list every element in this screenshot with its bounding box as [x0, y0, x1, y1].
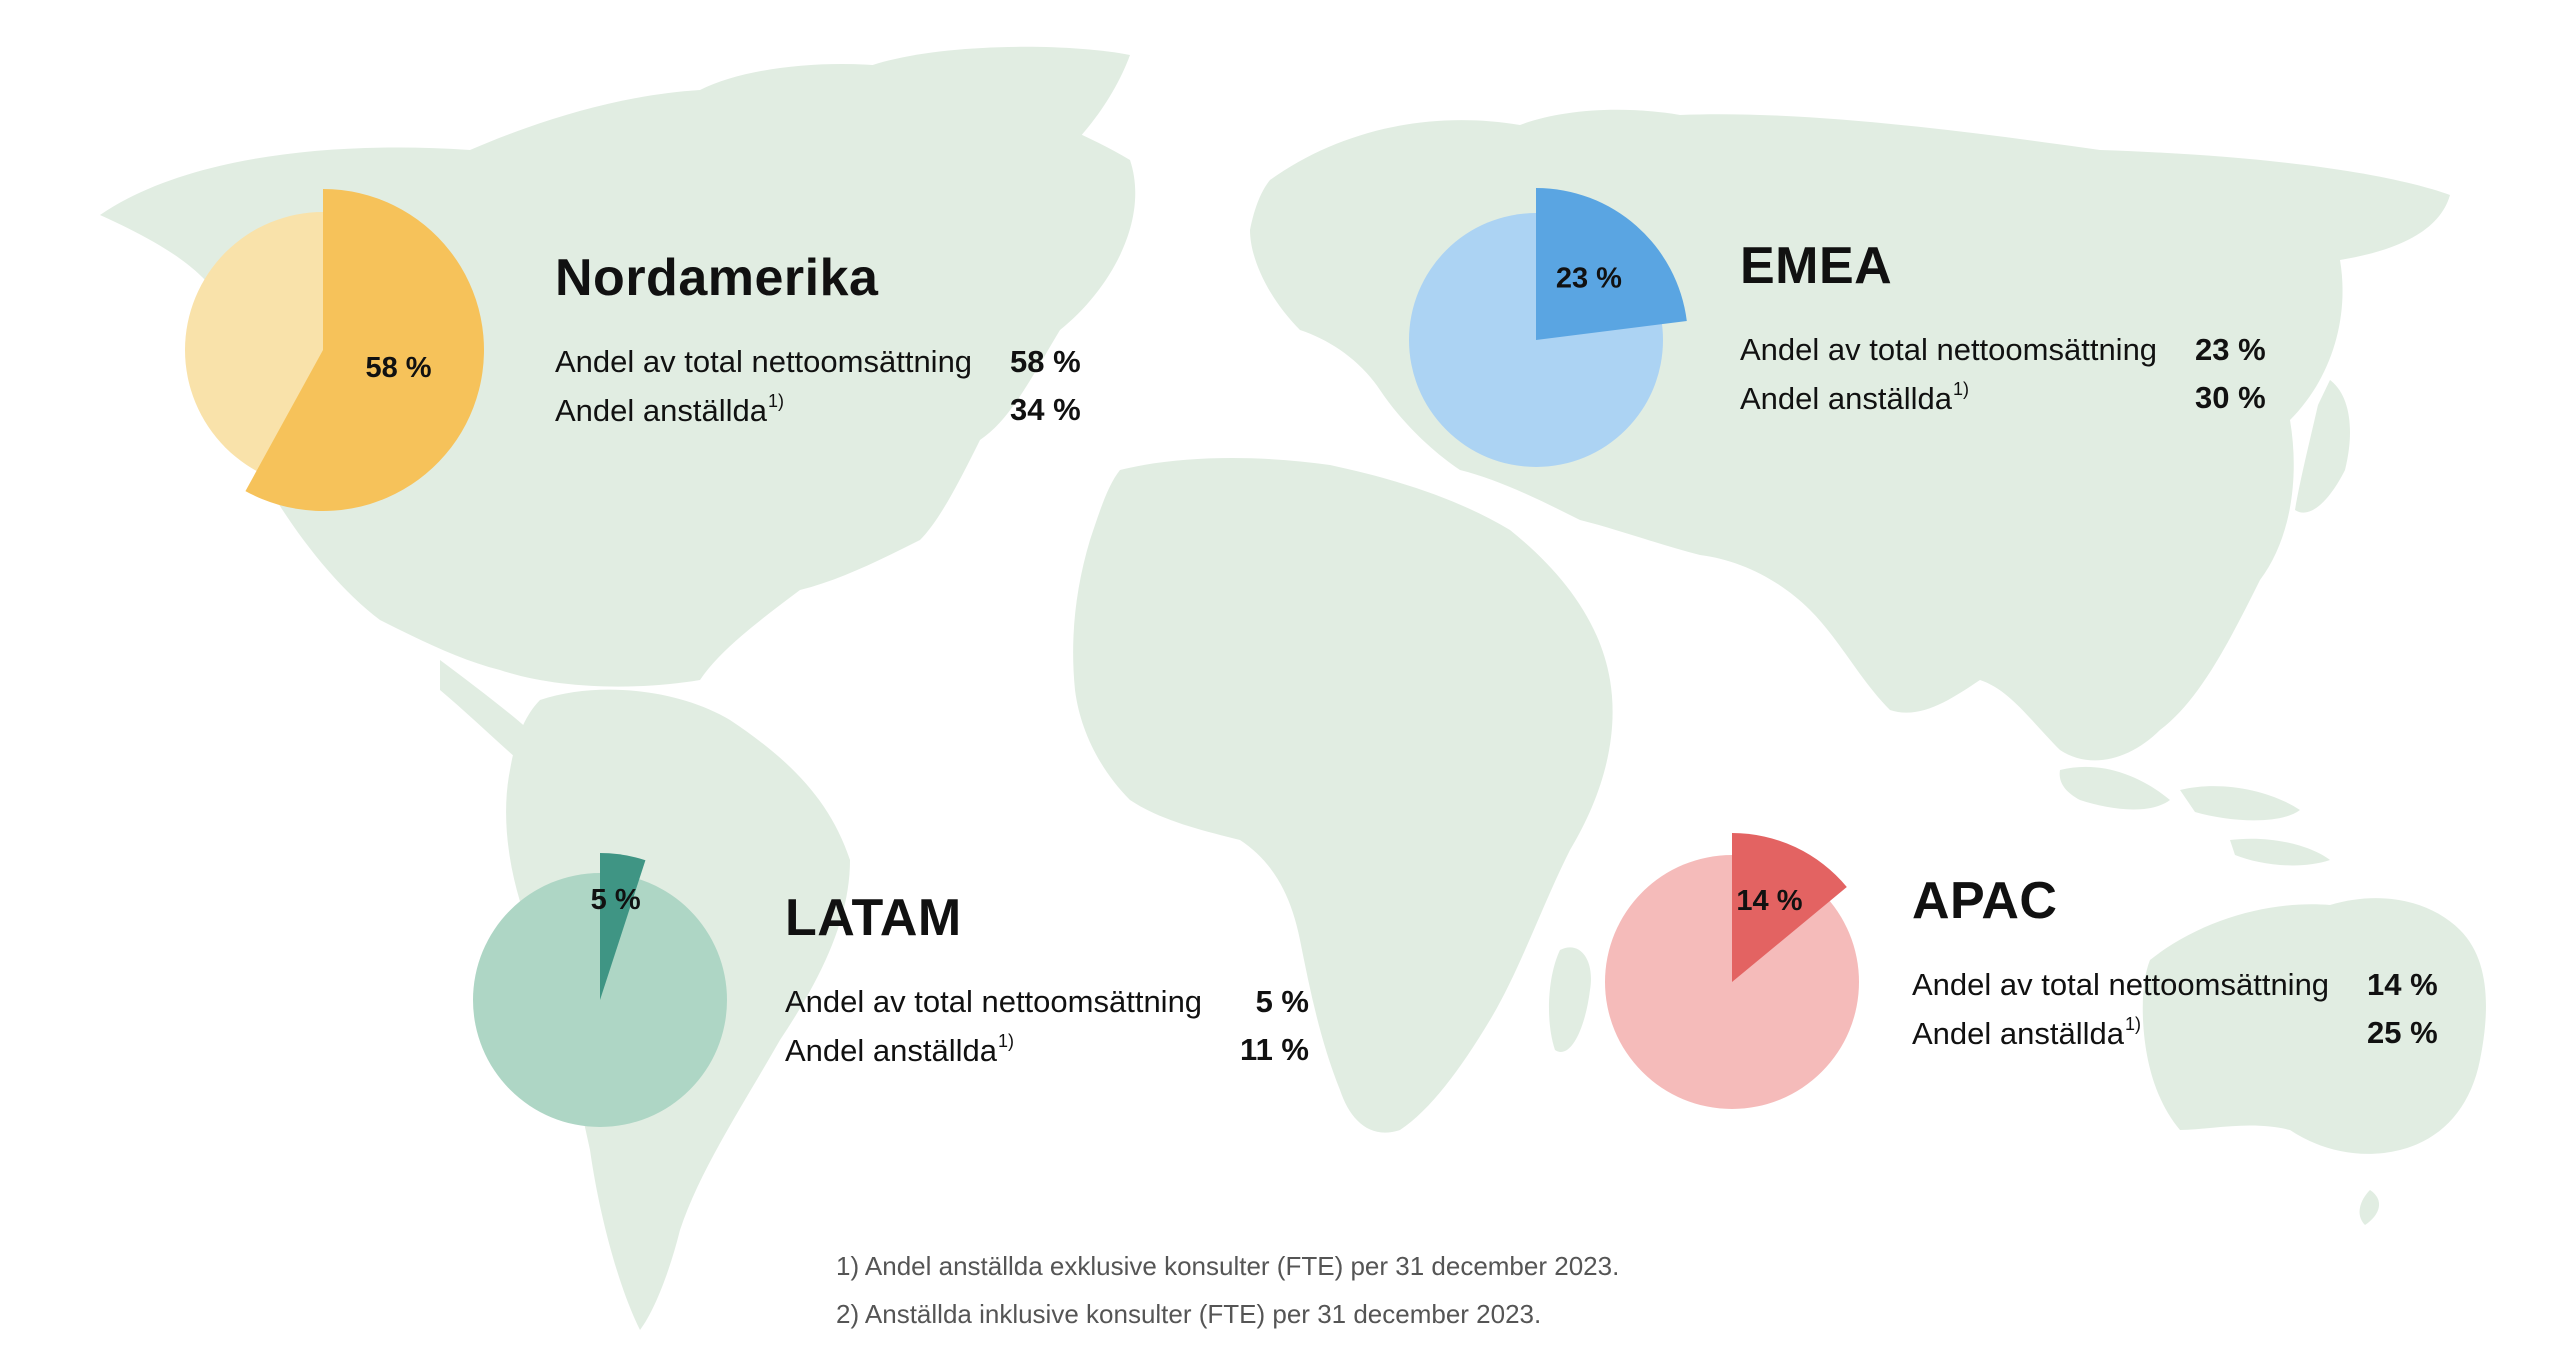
stat-value: 58 % — [1010, 344, 1081, 379]
pie-emea: 23 % — [1409, 188, 1687, 467]
greenland-landmass — [850, 46, 1130, 200]
stat-label: Andel av total nettoomsättning — [1912, 967, 2330, 1002]
pie-apac: 14 % — [1605, 833, 1859, 1109]
stat-label: Andel av total nettoomsättning — [1740, 332, 2158, 367]
footnote-2: 2) Anställda inklusive konsulter (FTE) p… — [836, 1299, 1542, 1329]
stat-value: 30 % — [2195, 380, 2266, 415]
pie-nordamerika: 58 % — [185, 189, 484, 512]
stat-row-revenue: Andel av total nettoomsättning 58 % — [555, 338, 1081, 386]
madagascar-landmass — [1548, 947, 1591, 1052]
stat-label: Andel anställda1) — [785, 1031, 1015, 1068]
region-latam: LATAM Andel av total nettoomsättning 5 %… — [785, 892, 1309, 1074]
footnote-ref: 1) — [998, 1031, 1015, 1051]
pie-slice-label: 14 % — [1736, 885, 1802, 917]
region-stats: Andel av total nettoomsättning 5 % Andel… — [785, 978, 1309, 1074]
stat-row-revenue: Andel av total nettoomsättning 23 % — [1740, 326, 2266, 374]
pie-slice-share — [1536, 188, 1687, 340]
region-stats: Andel av total nettoomsättning 23 % Ande… — [1740, 326, 2266, 422]
pie-slice-share — [600, 853, 646, 1000]
australia-landmass — [2142, 898, 2486, 1154]
footnote-1: 1) Andel anställda exklusive konsulter (… — [836, 1251, 1620, 1281]
southeast-asia-islands — [2059, 766, 2330, 866]
stat-label: Andel anställda1) — [1740, 379, 1970, 416]
region-emea: EMEA Andel av total nettoomsättning 23 %… — [1740, 240, 2266, 422]
stat-label: Andel av total nettoomsättning — [555, 344, 973, 379]
new-zealand-landmass — [2359, 1190, 2380, 1225]
stat-label: Andel anställda1) — [1912, 1014, 2142, 1051]
africa-landmass — [1073, 458, 1613, 1133]
region-stats: Andel av total nettoomsättning 58 % Ande… — [555, 338, 1081, 434]
region-title: APAC — [1912, 872, 2058, 930]
japan-landmass — [2295, 380, 2350, 513]
region-nordamerika: Nordamerika Andel av total nettoomsättni… — [555, 252, 1081, 434]
stat-row-employees: Andel anställda1) 25 % — [1912, 1009, 2438, 1057]
stat-row-employees: Andel anställda1) 11 % — [785, 1026, 1309, 1074]
stat-value: 34 % — [1010, 392, 1081, 427]
stat-value: 25 % — [2367, 1015, 2438, 1050]
region-stats: Andel av total nettoomsättning 14 % Ande… — [1912, 961, 2438, 1057]
stat-row-employees: Andel anställda1) 34 % — [555, 386, 1081, 434]
footnote-ref: 1) — [1953, 379, 1970, 399]
stat-value: 14 % — [2367, 967, 2438, 1002]
stat-value: 5 % — [1255, 984, 1309, 1019]
region-title: Nordamerika — [555, 249, 879, 307]
pie-slice-label: 5 % — [591, 884, 641, 916]
stat-label: Andel av total nettoomsättning — [785, 984, 1203, 1019]
pie-latam: 5 % — [473, 853, 727, 1127]
stat-label: Andel anställda1) — [555, 391, 785, 428]
stat-row-revenue: Andel av total nettoomsättning 5 % — [785, 978, 1309, 1026]
region-title: EMEA — [1740, 237, 1893, 295]
region-title: LATAM — [785, 889, 962, 947]
stat-value: 23 % — [2195, 332, 2266, 367]
footnote-ref: 1) — [2125, 1014, 2142, 1034]
footnote-ref: 1) — [768, 391, 785, 411]
stat-row-revenue: Andel av total nettoomsättning 14 % — [1912, 961, 2438, 1009]
pie-slice-share — [245, 189, 484, 512]
region-apac: APAC Andel av total nettoomsättning 14 %… — [1912, 875, 2438, 1057]
pie-slice-label: 58 % — [365, 352, 431, 384]
footnotes: 1) Andel anställda exklusive konsulter (… — [836, 1242, 1619, 1338]
pie-slice-share — [1732, 833, 1847, 982]
stat-row-employees: Andel anställda1) 30 % — [1740, 374, 2266, 422]
pie-slice-label: 23 % — [1556, 263, 1622, 295]
stat-value: 11 % — [1240, 1032, 1309, 1067]
